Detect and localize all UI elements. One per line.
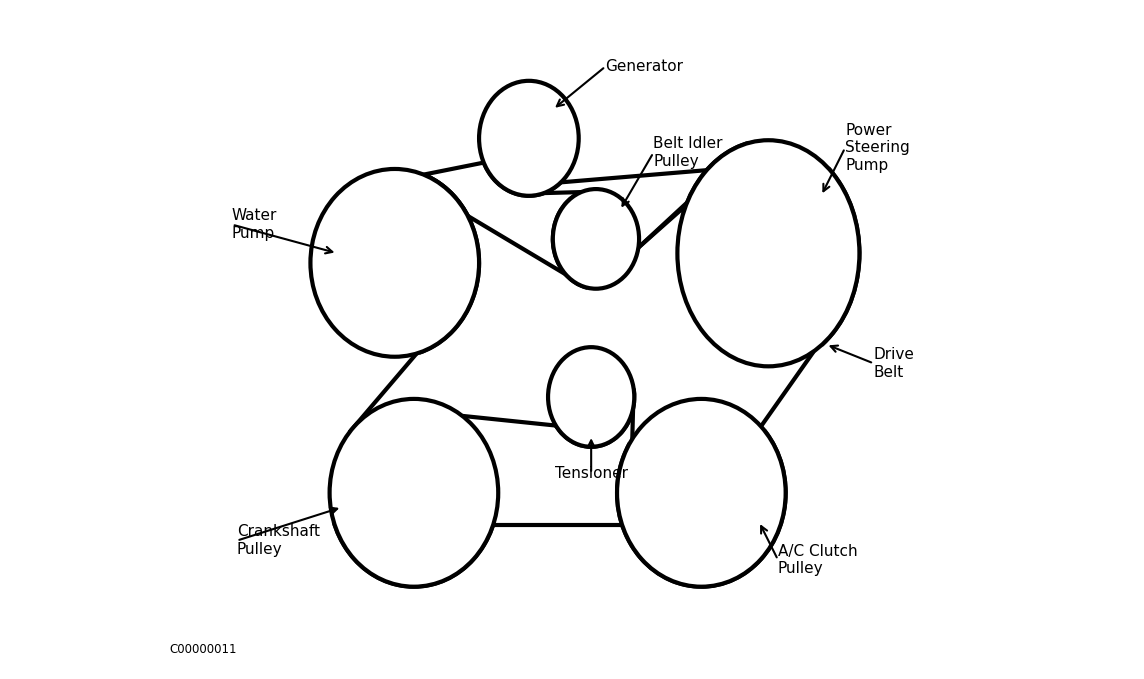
Text: Power
Steering
Pump: Power Steering Pump: [845, 123, 909, 172]
Ellipse shape: [553, 189, 639, 289]
Text: C00000011: C00000011: [169, 642, 237, 656]
Text: Water
Pump: Water Pump: [232, 208, 277, 241]
Text: Drive
Belt: Drive Belt: [874, 347, 915, 380]
Text: Belt Idler
Pulley: Belt Idler Pulley: [653, 136, 723, 169]
Ellipse shape: [329, 399, 499, 587]
Ellipse shape: [548, 347, 634, 447]
Ellipse shape: [310, 169, 479, 356]
Text: Tensioner: Tensioner: [555, 466, 628, 481]
Text: Crankshaft
Pulley: Crankshaft Pulley: [237, 524, 319, 557]
Ellipse shape: [617, 399, 786, 587]
Text: A/C Clutch
Pulley: A/C Clutch Pulley: [778, 544, 858, 576]
Ellipse shape: [677, 141, 859, 367]
Text: Generator: Generator: [605, 59, 683, 74]
Ellipse shape: [479, 81, 579, 196]
